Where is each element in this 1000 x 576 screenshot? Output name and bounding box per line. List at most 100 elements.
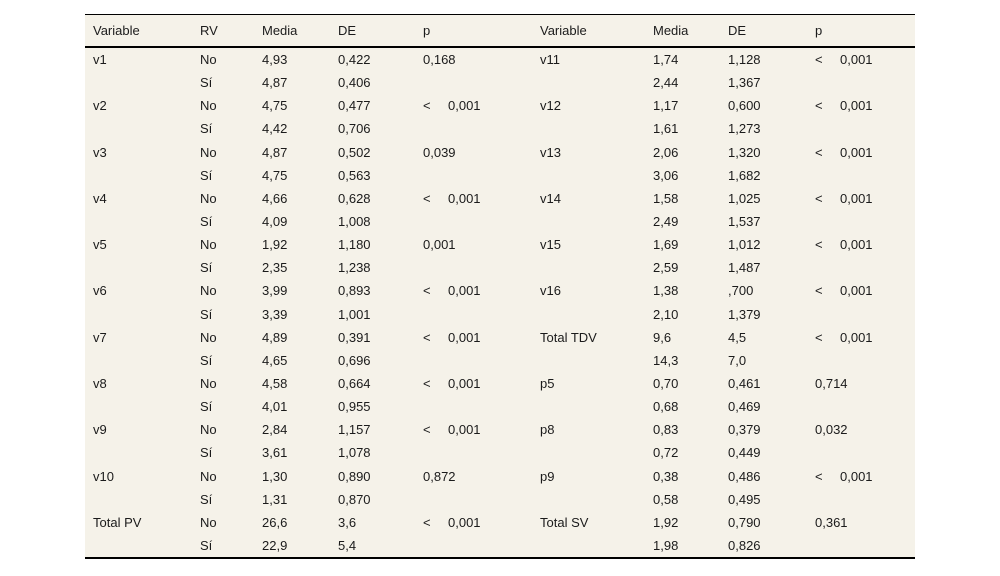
- media-cell-right: 1,38: [653, 283, 679, 299]
- de-cell-right: 0,486: [728, 468, 761, 484]
- p-cell-left: <0,001: [415, 94, 532, 117]
- header-de-right: DE: [720, 14, 807, 48]
- variable-cell-left: [85, 71, 192, 94]
- p-value: 0,001: [840, 52, 873, 68]
- p-cell-left: [415, 210, 532, 233]
- variable-cell-left: [85, 349, 192, 372]
- variable-cell-left: [85, 256, 192, 279]
- de-cell-left: 0,422: [338, 52, 371, 68]
- less-than-sign: <: [815, 468, 823, 484]
- p-value: 0,001: [840, 144, 873, 160]
- de-cell-left: 0,893: [338, 283, 371, 299]
- de-cell-left: 0,391: [338, 329, 371, 345]
- media-cell-right: 2,10: [653, 306, 679, 322]
- rv-cell: No: [200, 422, 217, 438]
- p-value: 0,001: [840, 237, 873, 253]
- de-cell-right: 0,449: [728, 445, 761, 461]
- variable-cell-left: Total PV: [93, 514, 142, 530]
- p-cell-left: [415, 441, 532, 464]
- de-cell-left: 0,870: [338, 491, 371, 507]
- media-cell-right: 2,06: [653, 144, 679, 160]
- media-cell-right: 1,92: [653, 514, 679, 530]
- p-cell-right: [807, 349, 915, 372]
- table-row: Total PV No 26,6 3,6 <0,001 Total SV 1,9…: [85, 511, 915, 534]
- p-cell-right: <0,001: [807, 465, 915, 488]
- less-than-sign: <: [815, 283, 823, 299]
- p-cell-left: [415, 71, 532, 94]
- media-cell-left: 1,31: [262, 491, 288, 507]
- p-value: 0,001: [448, 329, 481, 345]
- p-cell-right: [807, 117, 915, 140]
- table-row: Sí 3,39 1,001 2,10 1,379: [85, 303, 915, 326]
- p-value: 0,001: [840, 468, 873, 484]
- p-cell-right: [807, 164, 915, 187]
- header-rv: RV: [192, 14, 254, 48]
- table-row: v3 No 4,87 0,502 0,039 v13 2,06 1,320 <0…: [85, 141, 915, 164]
- variable-cell-right: [532, 395, 645, 418]
- variable-cell-left: [85, 441, 192, 464]
- p-cell-right: [807, 256, 915, 279]
- less-than-sign: <: [423, 190, 431, 206]
- table-row: v2 No 4,75 0,477 <0,001 v12 1,17 0,600 <…: [85, 94, 915, 117]
- header-p-left: p: [415, 14, 532, 48]
- table-row: Sí 4,42 0,706 1,61 1,273: [85, 117, 915, 140]
- variable-cell-right: v13: [540, 144, 561, 160]
- de-cell-right: 0,495: [728, 491, 761, 507]
- de-cell-right: 0,826: [728, 538, 761, 554]
- p-cell-right: [807, 441, 915, 464]
- media-cell-right: 0,72: [653, 445, 679, 461]
- media-cell-left: 2,35: [262, 260, 288, 276]
- p-value: 0,001: [840, 98, 873, 114]
- variable-cell-right: [532, 303, 645, 326]
- de-cell-left: 0,406: [338, 75, 371, 91]
- rv-cell: Sí: [200, 167, 213, 183]
- table-row: v7 No 4,89 0,391 <0,001 Total TDV 9,6 4,…: [85, 326, 915, 349]
- p-cell-right: [807, 534, 915, 558]
- header-p-right: p: [807, 14, 915, 48]
- de-cell-left: 0,706: [338, 121, 371, 137]
- p-value: 0,872: [423, 468, 456, 484]
- statistics-table: Variable RV Media DE p Variable Media DE…: [85, 14, 915, 560]
- media-cell-right: 2,59: [653, 260, 679, 276]
- p-cell-left: 0,039: [415, 141, 532, 164]
- rv-cell: Sí: [200, 538, 213, 554]
- media-cell-left: 1,92: [262, 237, 288, 253]
- rv-cell: No: [200, 98, 217, 114]
- less-than-sign: <: [815, 52, 823, 68]
- variable-cell-right: v16: [540, 283, 561, 299]
- p-value: 0,039: [423, 144, 456, 160]
- rv-cell: Sí: [200, 399, 213, 415]
- variable-cell-right: [532, 210, 645, 233]
- variable-cell-right: p5: [540, 376, 555, 392]
- p-value: 0,032: [815, 422, 848, 438]
- rv-cell: No: [200, 514, 217, 530]
- header-media-right: Media: [645, 14, 720, 48]
- de-cell-right: 1,273: [728, 121, 761, 137]
- p-cell-left: 0,001: [415, 233, 532, 256]
- rv-cell: No: [200, 144, 217, 160]
- table-row: Sí 4,75 0,563 3,06 1,682: [85, 164, 915, 187]
- p-value: 0,001: [840, 329, 873, 345]
- p-cell-left: [415, 488, 532, 511]
- table-row: Sí 4,87 0,406 2,44 1,367: [85, 71, 915, 94]
- variable-cell-left: [85, 395, 192, 418]
- variable-cell-right: Total SV: [540, 514, 589, 530]
- de-cell-left: 0,563: [338, 167, 371, 183]
- p-value: 0,361: [815, 514, 848, 530]
- media-cell-right: 2,49: [653, 214, 679, 230]
- media-cell-left: 26,6: [262, 514, 288, 530]
- p-cell-right: 0,032: [807, 418, 915, 441]
- media-cell-left: 4,58: [262, 376, 288, 392]
- media-cell-right: 0,58: [653, 491, 679, 507]
- rv-cell: No: [200, 52, 217, 68]
- de-cell-right: 1,487: [728, 260, 761, 276]
- media-cell-left: 4,65: [262, 352, 288, 368]
- variable-cell-left: [85, 117, 192, 140]
- p-cell-left: 0,872: [415, 465, 532, 488]
- de-cell-right: 4,5: [728, 329, 747, 345]
- less-than-sign: <: [423, 283, 431, 299]
- less-than-sign: <: [815, 190, 823, 206]
- de-cell-left: 0,696: [338, 352, 371, 368]
- de-cell-right: 0,790: [728, 514, 761, 530]
- p-cell-right: <0,001: [807, 141, 915, 164]
